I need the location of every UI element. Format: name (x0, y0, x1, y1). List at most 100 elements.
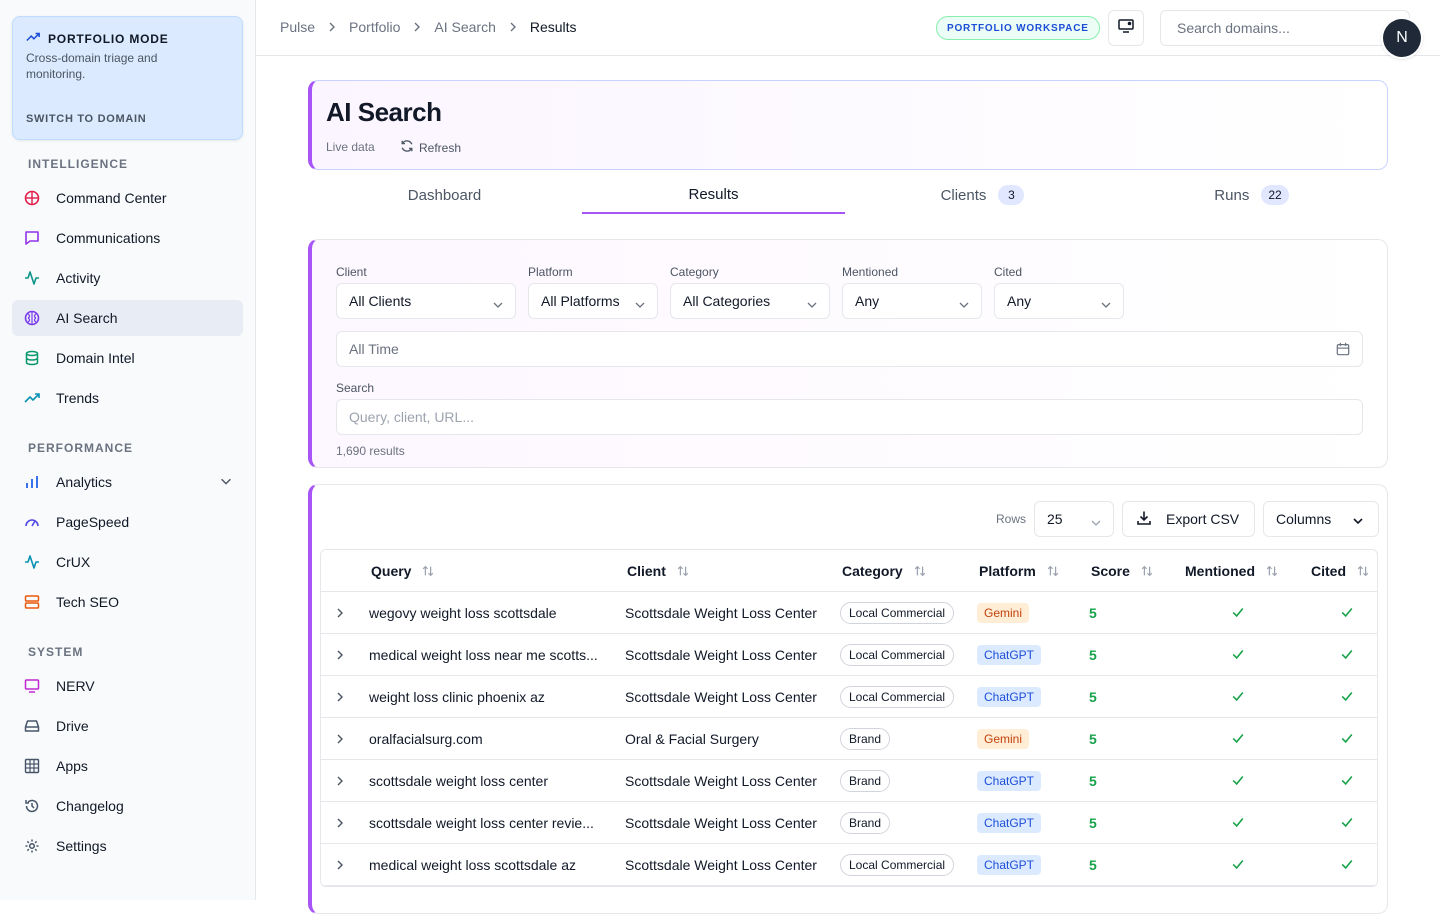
client-label: Client (336, 265, 367, 279)
sort-icon[interactable] (913, 564, 927, 578)
sidebar-item-trends[interactable]: Trends (12, 380, 243, 416)
breadcrumb-pulse[interactable]: Pulse (280, 19, 316, 35)
sidebar-item-changelog[interactable]: Changelog (12, 788, 243, 824)
column-header-client[interactable]: Client (627, 550, 690, 592)
query-cell: medical weight loss near me scotts... (369, 647, 598, 663)
export-csv-button[interactable]: Export CSV (1122, 501, 1255, 537)
category-badge: Local Commercial (840, 686, 955, 708)
chevron-down-icon[interactable] (219, 474, 233, 491)
table-row[interactable]: scottsdale weight loss center revie... Sc… (321, 802, 1377, 844)
sort-icon[interactable] (1140, 564, 1154, 578)
sort-icon[interactable] (1265, 564, 1279, 578)
sidebar-item-settings[interactable]: Settings (12, 828, 243, 864)
tab-bar: Dashboard Results Clients 3 Runs 22 (308, 176, 1388, 214)
sidebar-item-label: Trends (56, 390, 100, 406)
category-select[interactable]: All Categories (670, 283, 830, 319)
results-search-input[interactable]: Query, client, URL... (336, 399, 1363, 435)
sort-icon[interactable] (676, 564, 690, 578)
switch-to-domain-button[interactable]: SWITCH TO DOMAIN (26, 113, 147, 125)
expand-row-button[interactable] (335, 592, 345, 634)
sidebar-item-label: Changelog (56, 798, 124, 814)
sidebar-item-activity[interactable]: Activity (12, 260, 243, 296)
column-header-category[interactable]: Category (842, 550, 927, 592)
sidebar-item-ai-search[interactable]: AI Search (12, 300, 243, 336)
sidebar-item-nerv[interactable]: NERV (12, 668, 243, 704)
monitor-button[interactable] (1108, 10, 1144, 46)
expand-row-button[interactable] (335, 844, 345, 886)
results-table: Query Client Category Platform Score Men… (320, 549, 1378, 887)
category-badge: Brand (840, 812, 891, 834)
sidebar-item-domain-intel[interactable]: Domain Intel (12, 340, 243, 376)
platform-cell: ChatGPT (977, 676, 1042, 718)
score-cell: 5 (1089, 605, 1097, 621)
portfolio-mode-card: PORTFOLIO MODE Cross-domain triage and m… (12, 16, 243, 140)
cited-cell (1340, 718, 1354, 760)
check-icon (1231, 857, 1245, 874)
column-header-platform[interactable]: Platform (979, 550, 1060, 592)
sidebar-item-tech-seo[interactable]: Tech SEO (12, 584, 243, 620)
search-domains-input[interactable]: Search domains... (1160, 10, 1410, 46)
table-body: wegovy weight loss scottsdale Scottsdale … (321, 592, 1377, 886)
table-row[interactable]: scottsdale weight loss center Scottsdale … (321, 760, 1377, 802)
expand-row-button[interactable] (335, 676, 345, 718)
column-header-query[interactable]: Query (371, 550, 435, 592)
refresh-button[interactable]: Refresh (400, 139, 461, 156)
brain-icon (24, 310, 40, 326)
table-row[interactable]: medical weight loss near me scotts... Sco… (321, 634, 1377, 676)
check-icon (1340, 605, 1354, 622)
column-header-mentioned[interactable]: Mentioned (1185, 550, 1279, 592)
mode-title: PORTFOLIO MODE (48, 31, 169, 46)
sidebar-item-label: CrUX (56, 554, 91, 570)
expand-row-button[interactable] (335, 802, 345, 844)
column-header-score[interactable]: Score (1091, 550, 1154, 592)
table-row[interactable]: oralfacialsurg.com Oral & Facial Surgery B… (321, 718, 1377, 760)
client-cell: Scottsdale Weight Loss Center (625, 857, 817, 873)
table-row[interactable]: wegovy weight loss scottsdale Scottsdale … (321, 592, 1377, 634)
query-cell: scottsdale weight loss center revie... (369, 815, 594, 831)
breadcrumb-portfolio[interactable]: Portfolio (349, 19, 401, 35)
tab-results[interactable]: Results (582, 176, 845, 214)
expand-row-button[interactable] (335, 760, 345, 802)
avatar[interactable]: N (1383, 19, 1421, 57)
mentioned-select-value: Any (855, 293, 880, 309)
query-cell: oralfacialsurg.com (369, 731, 483, 747)
sort-icon[interactable] (421, 564, 435, 578)
query-cell: scottsdale weight loss center (369, 773, 548, 789)
cited-select[interactable]: Any (994, 283, 1124, 319)
download-icon (1136, 510, 1152, 529)
breadcrumb-ai-search[interactable]: AI Search (434, 19, 496, 35)
expand-row-button[interactable] (335, 634, 345, 676)
column-header-cited[interactable]: Cited (1311, 550, 1370, 592)
cited-cell (1340, 634, 1354, 676)
sidebar-item-label: Tech SEO (56, 594, 120, 610)
sidebar-item-apps[interactable]: Apps (12, 748, 243, 784)
sort-icon[interactable] (1356, 564, 1370, 578)
tab-runs[interactable]: Runs 22 (1120, 176, 1383, 214)
score-cell: 5 (1089, 815, 1097, 831)
client-cell: Scottsdale Weight Loss Center (625, 815, 817, 831)
mentioned-label: Mentioned (842, 265, 899, 279)
rows-per-page-select[interactable]: 25 (1034, 501, 1114, 537)
rows-label: Rows (996, 512, 1027, 526)
platform-select[interactable]: All Platforms (528, 283, 658, 319)
sidebar-item-analytics[interactable]: Analytics (12, 464, 243, 500)
sidebar-item-crux[interactable]: CrUX (12, 544, 243, 580)
table-row[interactable]: weight loss clinic phoenix az Scottsdale … (321, 676, 1377, 718)
columns-button[interactable]: Columns (1263, 501, 1379, 537)
sidebar-item-communications[interactable]: Communications (12, 220, 243, 256)
client-cell: Scottsdale Weight Loss Center (625, 689, 817, 705)
date-range-picker[interactable]: All Time (336, 331, 1363, 367)
tab-clients[interactable]: Clients 3 (851, 176, 1114, 214)
sidebar-item-label: Apps (56, 758, 88, 774)
client-select[interactable]: All Clients (336, 283, 516, 319)
expand-row-button[interactable] (335, 718, 345, 760)
table-row[interactable]: medical weight loss scottsdale az Scottsd… (321, 844, 1377, 886)
tab-dashboard[interactable]: Dashboard (313, 176, 576, 214)
mentioned-select[interactable]: Any (842, 283, 982, 319)
gauge-icon (24, 514, 40, 530)
sidebar-item-pagespeed[interactable]: PageSpeed (12, 504, 243, 540)
sidebar-item-drive[interactable]: Drive (12, 708, 243, 744)
sidebar-item-command-center[interactable]: Command Center (12, 180, 243, 216)
sort-icon[interactable] (1046, 564, 1060, 578)
grid-icon (24, 758, 40, 774)
